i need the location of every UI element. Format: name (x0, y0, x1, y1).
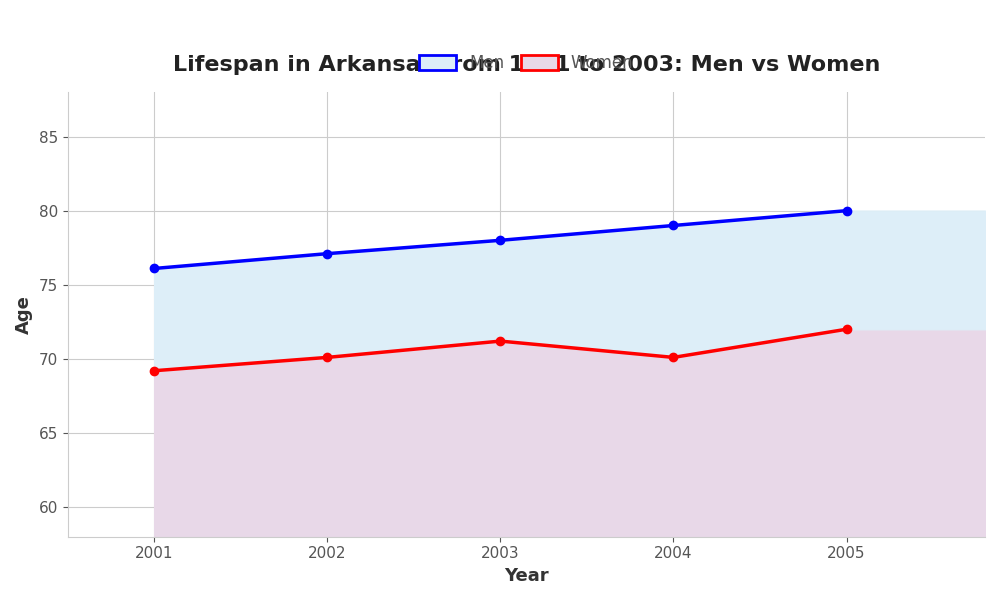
Men (148, 265, 160, 272)
Women (494, 337, 506, 344)
Women (148, 367, 160, 374)
Men (321, 250, 333, 257)
Line: Men: Men (150, 206, 851, 272)
Line: Women: Women (150, 325, 851, 375)
Legend: Men, Women: Men, Women (412, 47, 640, 79)
Men (494, 237, 506, 244)
Men (841, 207, 853, 214)
X-axis label: Year: Year (504, 567, 549, 585)
Women (667, 354, 679, 361)
Women (841, 326, 853, 333)
Y-axis label: Age: Age (15, 295, 33, 334)
Men (667, 222, 679, 229)
Title: Lifespan in Arkansas from 1961 to 2003: Men vs Women: Lifespan in Arkansas from 1961 to 2003: … (173, 55, 880, 75)
Women (321, 354, 333, 361)
